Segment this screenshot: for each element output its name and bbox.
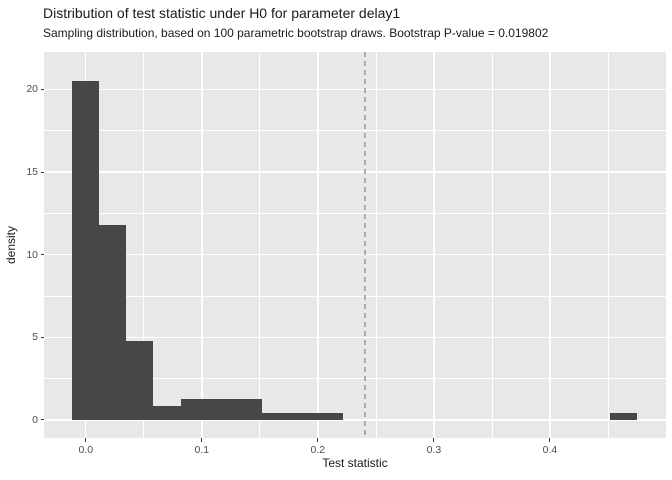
observed-statistic-vline (364, 52, 366, 438)
histogram-bar (99, 224, 127, 420)
minor-gridline-x (607, 52, 609, 438)
y-tick-mark (40, 171, 44, 173)
x-tick-label: 0.4 (542, 444, 558, 456)
major-gridline-x (317, 52, 319, 438)
histogram-bar (288, 412, 316, 420)
histogram-bar (126, 340, 154, 420)
histogram-bar (261, 412, 289, 420)
minor-gridline-y (44, 295, 666, 297)
x-axis-title: Test statistic (322, 456, 388, 470)
y-tick-mark (40, 336, 44, 338)
histogram-bar (315, 412, 344, 420)
y-tick-label: 5 (32, 331, 38, 344)
x-tick-label: 0.0 (78, 444, 94, 456)
major-gridline-y (44, 171, 666, 173)
x-tick-mark (201, 438, 203, 442)
minor-gridline-y (44, 130, 666, 132)
histogram-bar (609, 412, 637, 420)
y-tick-label: 20 (26, 83, 38, 96)
histogram-bar (153, 405, 181, 420)
y-tick-mark (40, 88, 44, 90)
y-tick-label: 0 (32, 413, 38, 426)
histogram-bar (207, 398, 235, 420)
x-tick-mark (317, 438, 319, 442)
histogram-bar (234, 398, 262, 420)
plot-title: Distribution of test statistic under H0 … (43, 5, 401, 21)
x-tick-label: 0.3 (426, 444, 442, 456)
major-gridline-y (44, 419, 666, 421)
y-tick-mark (40, 419, 44, 421)
histogram-bar (180, 398, 208, 420)
x-tick-mark (549, 438, 551, 442)
major-gridline-y (44, 253, 666, 256)
plot-subtitle: Sampling distribution, based on 100 para… (43, 26, 549, 40)
panel (44, 52, 666, 438)
minor-gridline-x (143, 52, 145, 438)
minor-gridline-y (44, 212, 666, 214)
major-gridline-x (549, 52, 551, 438)
minor-gridline-x (491, 52, 493, 438)
y-tick-mark (40, 254, 44, 256)
y-tick-label: 10 (26, 248, 38, 261)
x-tick-mark (85, 438, 87, 442)
x-tick-label: 0.1 (194, 444, 210, 456)
minor-gridline-x (259, 52, 261, 438)
major-gridline-x (433, 52, 435, 438)
major-gridline-y (44, 336, 666, 339)
histogram-bar (72, 81, 100, 420)
y-tick-label: 15 (26, 166, 38, 178)
x-tick-mark (433, 438, 435, 442)
x-tick-label: 0.2 (310, 444, 326, 456)
minor-gridline-x (375, 52, 377, 438)
minor-gridline-y (44, 378, 666, 380)
major-gridline-x (201, 52, 203, 438)
major-gridline-y (44, 88, 666, 91)
